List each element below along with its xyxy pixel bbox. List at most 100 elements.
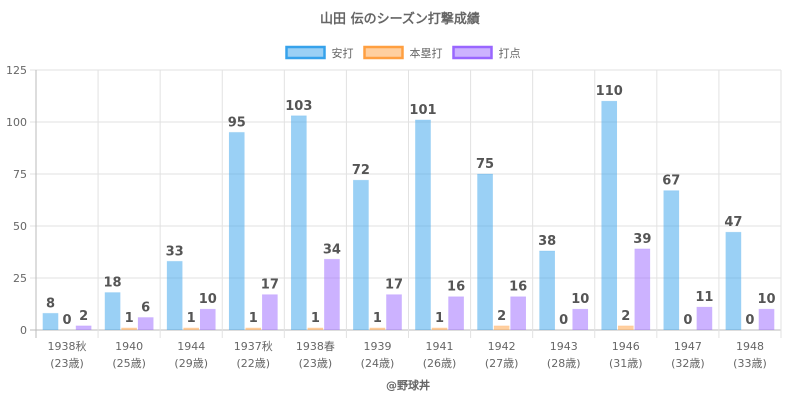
- x-tick-label: (27歳): [485, 357, 519, 370]
- data-label: 1: [373, 311, 382, 326]
- data-label: 2: [497, 309, 506, 324]
- data-label: 110: [596, 84, 623, 99]
- grid: [30, 69, 782, 338]
- legend: 安打 本塁打 打点: [285, 45, 521, 60]
- legend-item: 本塁打: [363, 45, 443, 60]
- x-tick-label: 1947: [674, 340, 702, 353]
- data-label: 0: [63, 313, 72, 328]
- x-tick-label: (26歳): [423, 357, 457, 370]
- data-label: 6: [141, 301, 150, 316]
- y-tick-label: 0: [20, 324, 27, 337]
- x-tick-label: (29歳): [174, 357, 208, 370]
- data-label: 1: [311, 311, 320, 326]
- bar: [415, 119, 431, 330]
- data-label: 33: [166, 244, 184, 259]
- data-label: 10: [757, 292, 775, 307]
- legend-label: 打点: [499, 46, 521, 60]
- x-tick-label: 1938春: [296, 340, 335, 353]
- data-label: 16: [509, 280, 527, 295]
- data-label: 1: [187, 311, 196, 326]
- bar: [601, 101, 618, 330]
- bar: [324, 259, 340, 330]
- x-tick-label: (24歳): [361, 357, 395, 370]
- chart-title: 山田 伝のシーズン打撃成績: [320, 11, 480, 27]
- bars: [42, 100, 775, 330]
- x-tick-label: 1937秋: [234, 339, 273, 353]
- data-label: 67: [662, 174, 680, 189]
- legend-label: 本塁打: [410, 46, 443, 60]
- data-label: 11: [695, 290, 713, 305]
- data-label: 103: [285, 99, 312, 114]
- data-label: 38: [538, 234, 556, 249]
- data-label: 1: [435, 311, 444, 326]
- data-label: 47: [724, 215, 742, 230]
- bar: [291, 115, 307, 330]
- bar: [353, 180, 369, 330]
- bar: [539, 250, 555, 330]
- bar: [42, 313, 59, 330]
- bar: [262, 294, 278, 330]
- legend-item: 打点: [452, 45, 521, 60]
- data-label: 72: [352, 163, 370, 178]
- data-label: 39: [633, 232, 651, 247]
- x-tick-label: 1941: [426, 340, 454, 353]
- bar: [634, 248, 651, 330]
- data-label: 0: [559, 313, 568, 328]
- bar: [431, 327, 448, 330]
- x-tick-label: (28歳): [547, 357, 581, 370]
- bar: [618, 325, 634, 330]
- x-tick-label: (23歳): [299, 357, 333, 370]
- bar: [307, 327, 324, 330]
- y-tick-label: 100: [6, 116, 27, 129]
- x-tick-label: (33歳): [733, 357, 767, 370]
- data-label: 95: [228, 115, 246, 130]
- x-axis: 1938秋 (23歳) 1940 (25歳) 1944 (29歳) 1937秋 (22歳) 19…: [48, 339, 767, 370]
- bar: [166, 261, 183, 330]
- legend-label: 安打: [332, 46, 354, 60]
- bar: [725, 232, 742, 330]
- bar: [572, 309, 589, 330]
- x-tick-label: (25歳): [112, 357, 146, 370]
- x-tick-label: 1940: [115, 340, 143, 353]
- bar: [245, 327, 262, 330]
- bar: [121, 327, 137, 330]
- legend-item: 安打: [285, 45, 354, 60]
- data-label: 18: [104, 276, 122, 291]
- x-tick-label: 1938秋: [48, 339, 87, 353]
- bar: [386, 294, 402, 330]
- x-tick-label: 1944: [177, 340, 205, 353]
- credit-text: @野球丼: [386, 378, 430, 392]
- data-label: 101: [409, 103, 436, 118]
- bar: [493, 325, 510, 330]
- data-label: 10: [199, 292, 217, 307]
- bar: [369, 327, 386, 330]
- x-tick-label: 1942: [488, 340, 516, 353]
- data-label: 16: [447, 280, 465, 295]
- bar: [477, 174, 493, 330]
- bar: [104, 292, 121, 330]
- data-label: 75: [476, 157, 494, 172]
- legend-swatch: [285, 45, 326, 60]
- x-tick-label: (31歳): [609, 357, 643, 370]
- data-label: 10: [571, 292, 589, 307]
- data-label: 1: [125, 311, 134, 326]
- data-label: 17: [261, 278, 279, 293]
- x-tick-label: 1939: [363, 340, 391, 353]
- y-tick-label: 25: [13, 272, 27, 285]
- bar: [663, 190, 680, 330]
- data-label: 17: [385, 278, 403, 293]
- data-label: 8: [46, 296, 55, 311]
- bar: [137, 317, 154, 330]
- x-tick-label: 1946: [612, 340, 640, 353]
- x-tick-label: (22歳): [236, 357, 270, 370]
- x-tick-label: (23歳): [50, 357, 84, 370]
- bar: [448, 296, 464, 330]
- data-label: 2: [621, 309, 630, 324]
- x-tick-label: (32歳): [671, 357, 705, 370]
- bar: [228, 132, 245, 330]
- bar: [696, 307, 713, 330]
- bar: [199, 309, 216, 330]
- y-axis: 0 25 50 75 100 125: [6, 64, 27, 337]
- data-label: 34: [323, 242, 341, 257]
